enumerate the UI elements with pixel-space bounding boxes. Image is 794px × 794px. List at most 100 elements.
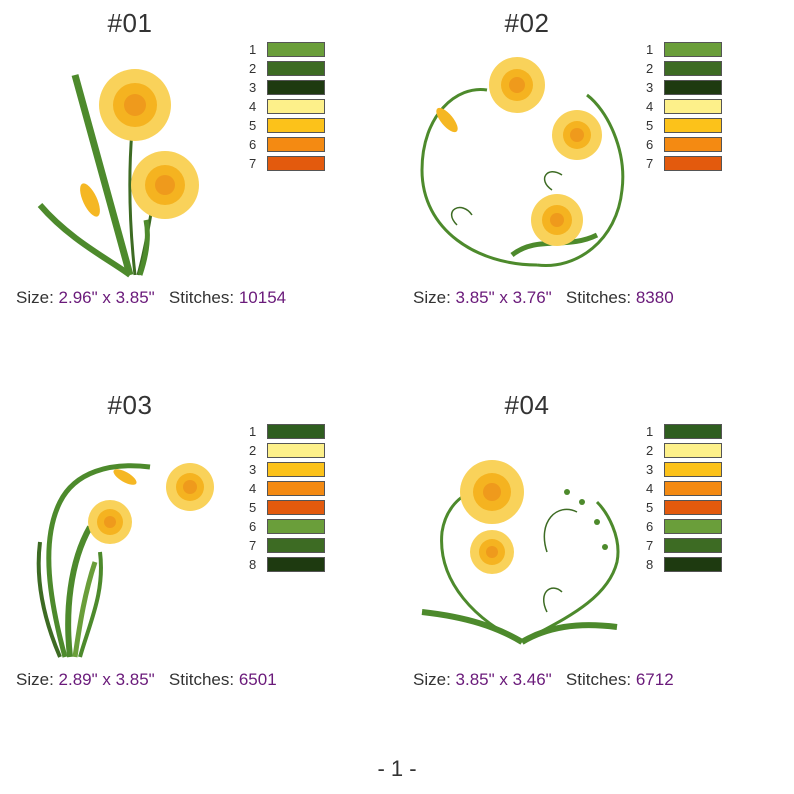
swatch-number: 7 — [249, 156, 257, 171]
stitches-value: 10154 — [238, 288, 287, 307]
color-swatch-row: 3 — [245, 460, 325, 479]
color-palette: 1 2 3 4 5 6 7 — [642, 40, 722, 173]
color-swatch — [663, 557, 722, 572]
swatch-number: 6 — [646, 137, 654, 152]
stitches-label: Stitches: — [565, 670, 632, 689]
swatch-number: 6 — [249, 137, 257, 152]
stitches-label: Stitches: — [168, 670, 235, 689]
swatch-number: 1 — [646, 424, 654, 439]
swatch-number: 1 — [646, 42, 654, 57]
size-value: 2.96" x 3.85" — [58, 288, 155, 307]
color-swatch-row: 4 — [642, 479, 722, 498]
color-swatch — [663, 118, 722, 133]
color-swatch-row: 4 — [245, 479, 325, 498]
color-swatch — [663, 99, 722, 114]
color-swatch — [266, 424, 325, 439]
swatch-number: 2 — [249, 443, 257, 458]
color-swatch-row: 1 — [642, 40, 722, 59]
color-swatch-row: 7 — [245, 154, 325, 173]
color-swatch — [266, 118, 325, 133]
color-swatch-row: 1 — [245, 422, 325, 441]
color-swatch-row: 8 — [642, 555, 722, 574]
swatch-number: 5 — [249, 118, 257, 133]
color-swatch — [266, 500, 325, 515]
color-swatch — [266, 137, 325, 152]
color-swatch — [266, 519, 325, 534]
color-swatch — [266, 80, 325, 95]
size-label: Size: — [16, 670, 54, 689]
color-swatch-row: 8 — [245, 555, 325, 574]
design-info: Size: 2.96" x 3.85" Stitches: 10154 — [16, 288, 286, 308]
stitches-value: 8380 — [635, 288, 674, 307]
design-title: #04 — [504, 390, 550, 420]
swatch-number: 5 — [249, 500, 257, 515]
color-swatch — [266, 462, 325, 477]
color-swatch-row: 3 — [642, 460, 722, 479]
design-info: Size: 3.85" x 3.46" Stitches: 6712 — [413, 670, 674, 690]
color-swatch-row: 6 — [642, 517, 722, 536]
design-title: #02 — [504, 8, 550, 38]
design-info: Size: 2.89" x 3.85" Stitches: 6501 — [16, 670, 277, 690]
color-swatch — [266, 443, 325, 458]
color-swatch — [266, 61, 325, 76]
color-palette: 1 2 3 4 5 6 7 8 — [245, 422, 325, 574]
daffodil-embroidery-02 — [420, 57, 625, 268]
swatch-number: 4 — [249, 99, 257, 114]
swatch-number: 4 — [249, 481, 257, 496]
color-swatch-row: 4 — [642, 97, 722, 116]
color-swatch-row: 2 — [642, 441, 722, 460]
color-swatch-row: 5 — [245, 498, 325, 517]
design-info: Size: 3.85" x 3.76" Stitches: 8380 — [413, 288, 674, 308]
color-swatch-row: 7 — [245, 536, 325, 555]
color-swatch-row: 6 — [642, 135, 722, 154]
swatch-number: 8 — [249, 557, 257, 572]
swatch-number: 3 — [249, 80, 257, 95]
design-title: #03 — [107, 390, 153, 420]
color-swatch-row: 1 — [245, 40, 325, 59]
swatch-number: 3 — [249, 462, 257, 477]
size-value: 2.89" x 3.85" — [58, 670, 155, 689]
design-title: #01 — [107, 8, 153, 38]
color-swatch-row: 3 — [245, 78, 325, 97]
swatch-number: 6 — [249, 519, 257, 534]
color-swatch-row: 6 — [245, 135, 325, 154]
design-card-04: #04 1 2 3 4 5 6 7 8 Size: 3.85" x — [397, 382, 794, 762]
color-swatch — [663, 61, 722, 76]
swatch-number: 8 — [646, 557, 654, 572]
stitches-value: 6501 — [238, 670, 277, 689]
color-swatch — [266, 538, 325, 553]
swatch-number: 3 — [646, 462, 654, 477]
swatch-number: 5 — [646, 118, 654, 133]
daffodil-embroidery-01 — [37, 69, 199, 278]
size-label: Size: — [413, 288, 451, 307]
color-swatch — [663, 42, 722, 57]
color-swatch-row: 1 — [642, 422, 722, 441]
color-swatch — [663, 481, 722, 496]
size-label: Size: — [413, 670, 451, 689]
color-swatch-row: 7 — [642, 536, 722, 555]
design-card-01: #01 1 2 3 4 5 6 7 Size: 2.96" x 3.85" St… — [0, 0, 397, 380]
color-swatch-row: 2 — [245, 59, 325, 78]
size-value: 3.85" x 3.76" — [455, 288, 552, 307]
color-swatch — [663, 424, 722, 439]
swatch-number: 2 — [249, 61, 257, 76]
swatch-number: 4 — [646, 481, 654, 496]
color-swatch — [663, 137, 722, 152]
color-swatch-row: 2 — [245, 441, 325, 460]
swatch-number: 7 — [249, 538, 257, 553]
color-swatch-row: 4 — [245, 97, 325, 116]
color-swatch — [266, 557, 325, 572]
color-palette: 1 2 3 4 5 6 7 — [245, 40, 325, 173]
design-card-02: #02 1 2 3 4 5 6 7 Size: — [397, 0, 794, 380]
swatch-number: 6 — [646, 519, 654, 534]
stitches-value: 6712 — [635, 670, 674, 689]
swatch-number: 2 — [646, 443, 654, 458]
swatch-number: 3 — [646, 80, 654, 95]
color-swatch-row: 3 — [642, 78, 722, 97]
size-label: Size: — [16, 288, 54, 307]
design-card-03: #03 1 2 3 4 5 6 7 8 Size: 2.89" x 3.85" … — [0, 382, 397, 762]
color-swatch — [663, 80, 722, 95]
color-swatch — [266, 481, 325, 496]
daffodil-embroidery-03 — [36, 463, 214, 658]
color-swatch — [266, 42, 325, 57]
